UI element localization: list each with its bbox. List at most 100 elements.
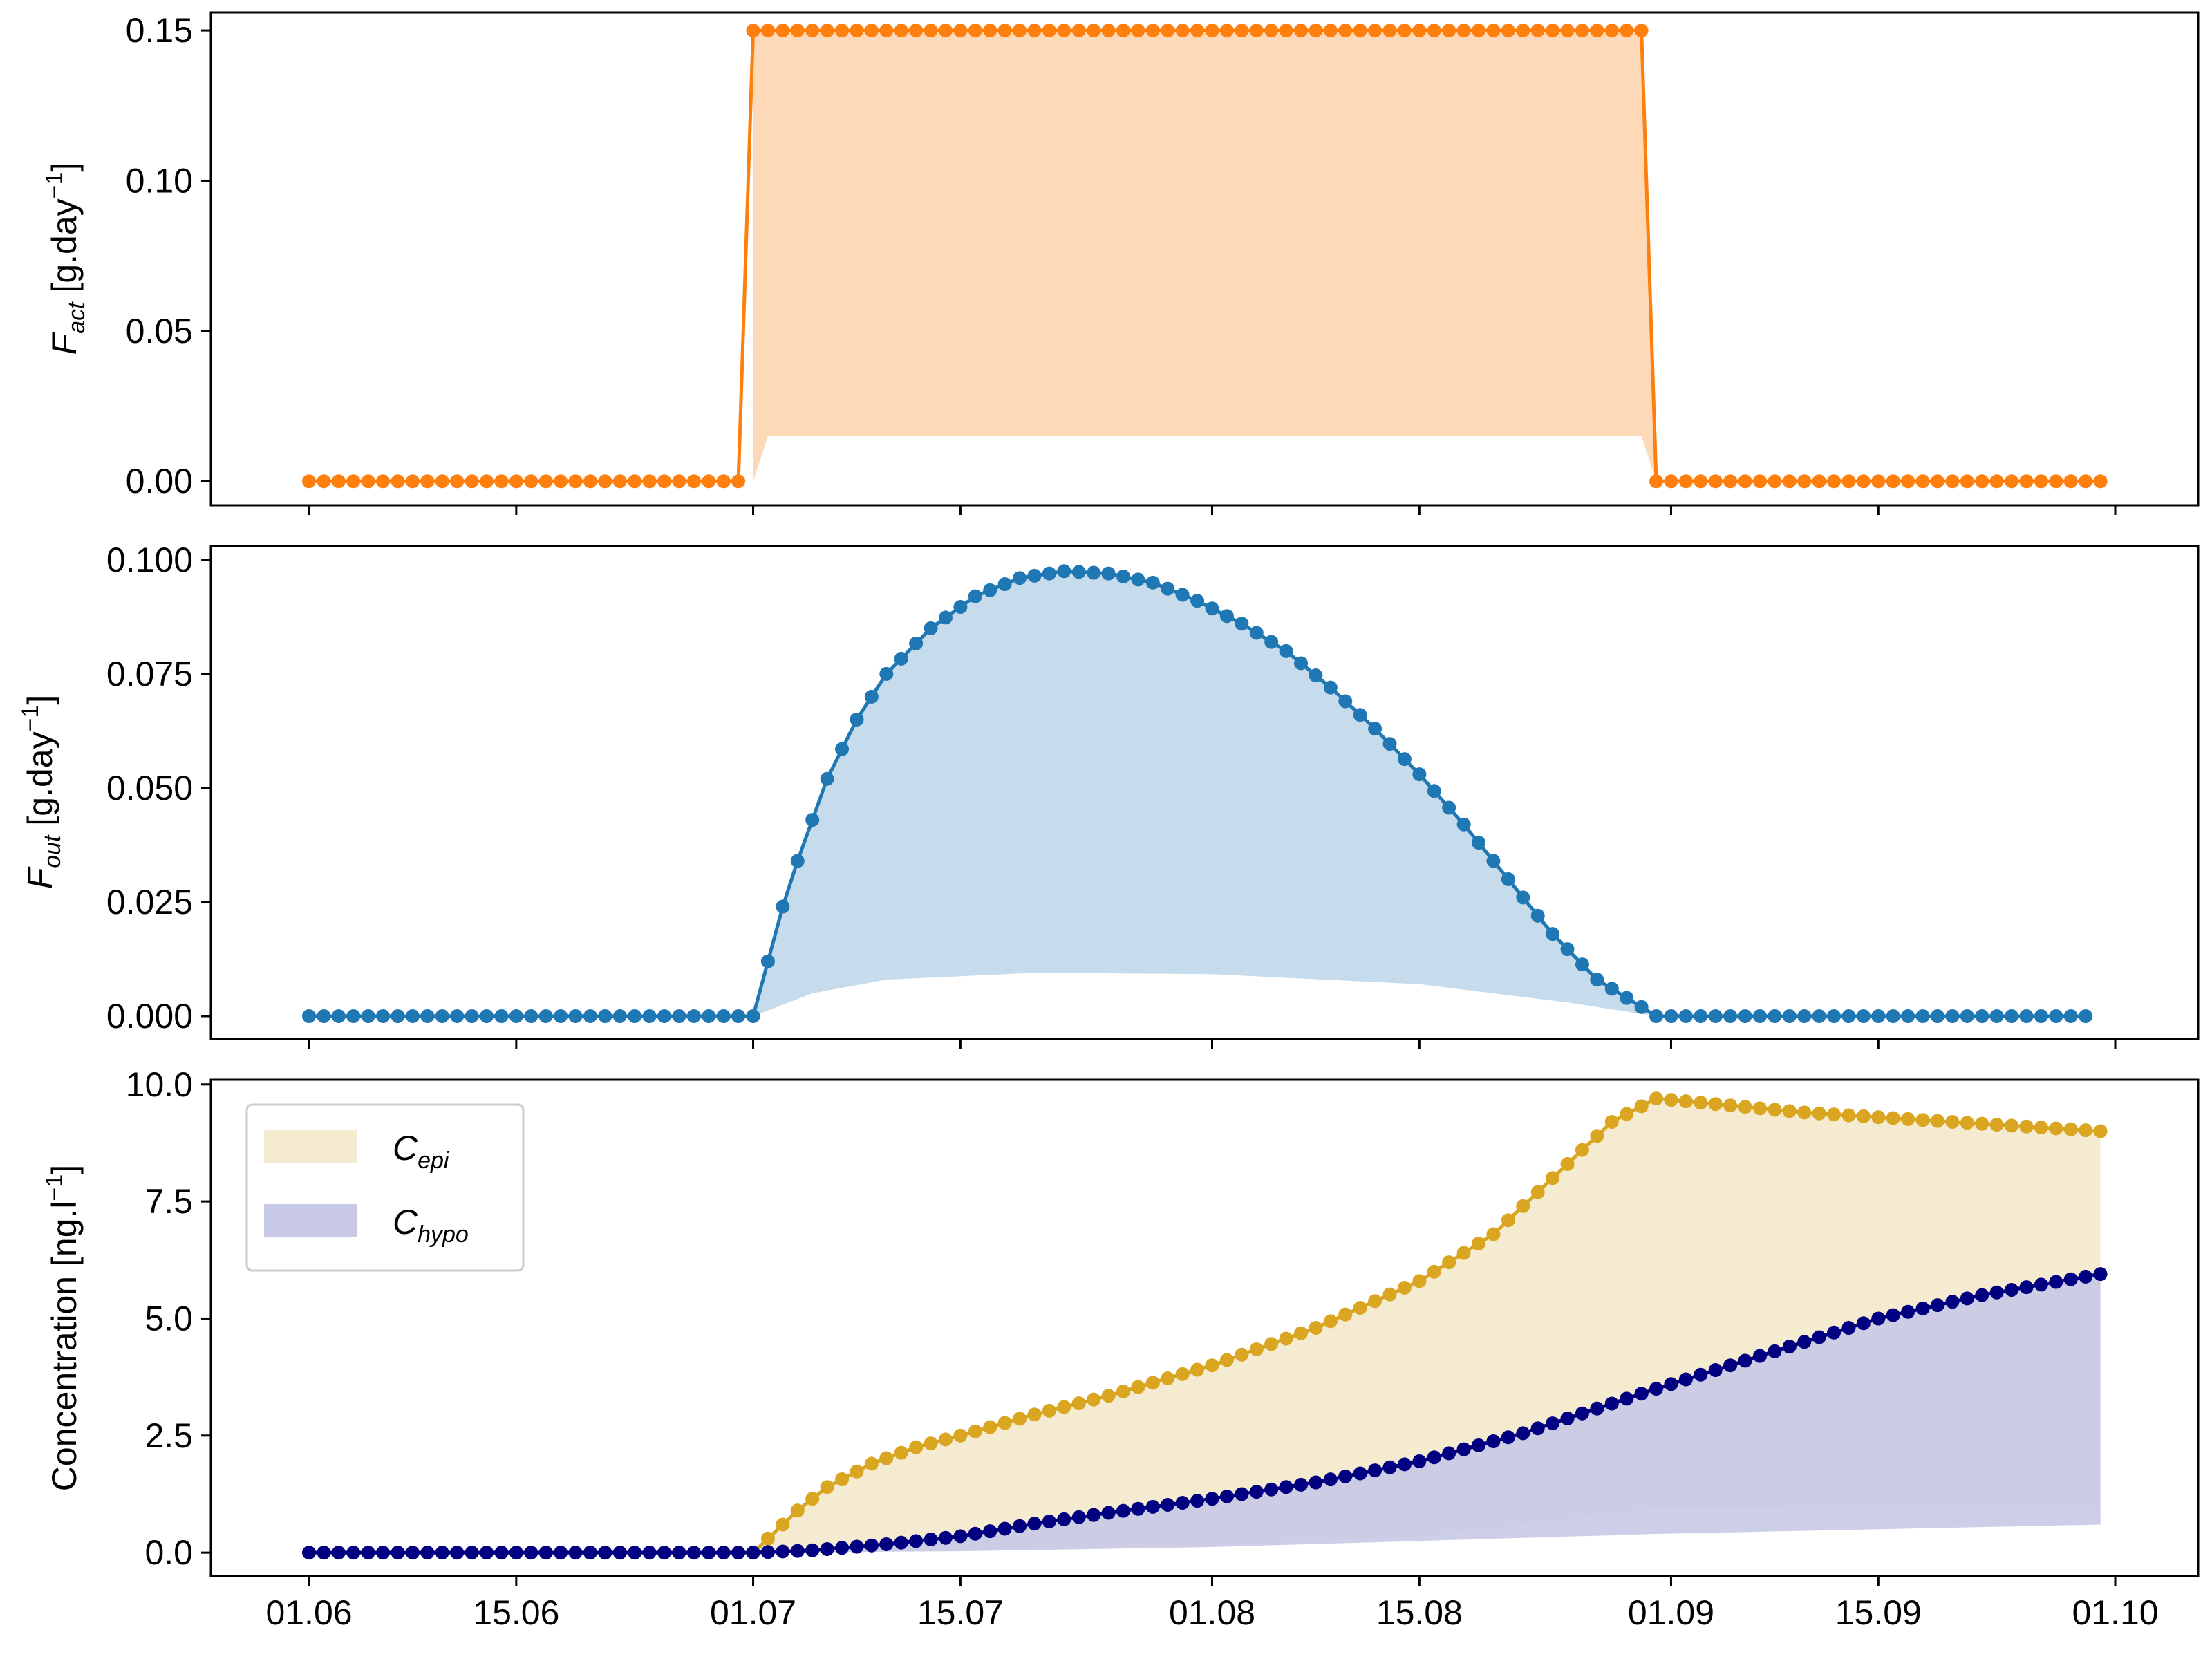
- data-point: [1752, 1101, 1767, 1116]
- data-point: [1634, 24, 1649, 38]
- data-point: [760, 24, 775, 38]
- data-point: [317, 1546, 331, 1560]
- data-point: [1353, 1466, 1367, 1481]
- data-point: [598, 1546, 612, 1560]
- data-point: [1205, 1492, 1219, 1506]
- data-point: [1294, 1326, 1309, 1340]
- data-point: [746, 24, 760, 38]
- data-point: [1412, 1274, 1427, 1288]
- x-tick-label: 15.06: [473, 1593, 559, 1632]
- data-point: [1575, 24, 1589, 38]
- data-point: [612, 474, 627, 489]
- data-point: [1190, 1362, 1205, 1377]
- data-point: [850, 24, 864, 38]
- panel-concentration-ylabel-close: ]: [45, 1165, 84, 1174]
- data-point: [1708, 474, 1723, 489]
- data-point: [1812, 1009, 1826, 1023]
- data-point: [1989, 474, 2004, 489]
- data-point: [1486, 24, 1501, 38]
- data-point: [1309, 1475, 1323, 1490]
- data-point: [924, 1533, 938, 1547]
- data-point: [1353, 708, 1367, 722]
- data-point: [1546, 1171, 1560, 1185]
- y-tick-label: 0.000: [106, 997, 193, 1035]
- data-point: [997, 1416, 1012, 1430]
- data-point: [1694, 1096, 1708, 1110]
- data-point: [2034, 1121, 2048, 1135]
- data-point: [2034, 474, 2048, 489]
- legend-label-hypo: Chypo: [393, 1203, 469, 1248]
- data-point: [1604, 1114, 1619, 1129]
- data-point: [2049, 1121, 2063, 1136]
- data-point: [1930, 474, 1944, 489]
- data-point: [672, 1546, 686, 1560]
- data-point: [820, 1541, 834, 1556]
- data-point: [1042, 24, 1056, 38]
- data-point: [405, 474, 420, 489]
- data-point: [2005, 474, 2019, 489]
- data-point: [702, 474, 716, 489]
- data-point: [2063, 1009, 2078, 1023]
- data-point: [1797, 1335, 1812, 1349]
- data-point: [835, 1541, 850, 1555]
- data-point: [2005, 1282, 2019, 1297]
- data-point: [1782, 474, 1797, 489]
- data-point: [1649, 1382, 1664, 1396]
- data-point: [450, 1009, 465, 1023]
- data-point: [1752, 474, 1767, 489]
- data-point: [1116, 570, 1130, 584]
- data-point: [953, 24, 968, 38]
- data-point: [776, 1544, 790, 1559]
- data-point: [346, 1546, 361, 1560]
- panel-f-out-yticks: 0.000 0.025 0.050 0.075 0.100: [106, 541, 211, 1035]
- data-point: [1057, 1400, 1071, 1414]
- data-point: [1235, 617, 1249, 631]
- data-point: [1442, 1255, 1456, 1270]
- data-point: [1678, 1372, 1693, 1387]
- data-point: [1294, 24, 1309, 38]
- data-point: [864, 1456, 879, 1471]
- data-point: [1590, 24, 1604, 38]
- data-point: [1960, 1291, 1974, 1306]
- data-point: [1678, 474, 1693, 489]
- data-point: [1042, 1515, 1056, 1529]
- data-point: [1235, 1347, 1249, 1362]
- data-point: [1560, 1156, 1575, 1171]
- data-point: [790, 24, 805, 38]
- data-point: [1620, 1391, 1634, 1406]
- data-point: [1412, 24, 1427, 38]
- data-point: [317, 474, 331, 489]
- data-point: [1960, 1116, 1974, 1130]
- data-point: [435, 1546, 449, 1560]
- data-point: [1590, 1401, 1604, 1416]
- data-point: [805, 1492, 820, 1506]
- data-point: [1634, 1387, 1649, 1401]
- data-point: [746, 1546, 760, 1560]
- data-point: [1205, 24, 1219, 38]
- data-point: [1960, 1009, 1974, 1023]
- data-point: [1412, 1454, 1427, 1469]
- data-point: [1575, 957, 1589, 972]
- data-point: [909, 1440, 924, 1454]
- data-point: [1945, 1295, 1960, 1309]
- panel-f-out-ylabel-symbol: F: [21, 866, 59, 889]
- data-point: [1856, 474, 1871, 489]
- data-point: [405, 1546, 420, 1560]
- data-point: [2019, 1119, 2034, 1134]
- data-point: [1116, 24, 1130, 38]
- data-point: [1027, 1517, 1042, 1531]
- panel-f-out-frame: [209, 545, 2200, 1040]
- panel-f-act-ylabel: Fact [g.day−1]: [41, 162, 90, 355]
- data-point: [568, 1546, 583, 1560]
- data-point: [2093, 474, 2108, 489]
- data-point: [760, 1531, 775, 1546]
- data-point: [1546, 24, 1560, 38]
- panel-f-act-fills: [753, 30, 1657, 482]
- data-point: [1960, 474, 1974, 489]
- data-point: [1219, 24, 1234, 38]
- data-point: [1456, 1246, 1471, 1260]
- data-point: [1678, 1009, 1693, 1023]
- data-point: [1664, 474, 1678, 489]
- data-point: [554, 1546, 568, 1560]
- data-point: [538, 474, 553, 489]
